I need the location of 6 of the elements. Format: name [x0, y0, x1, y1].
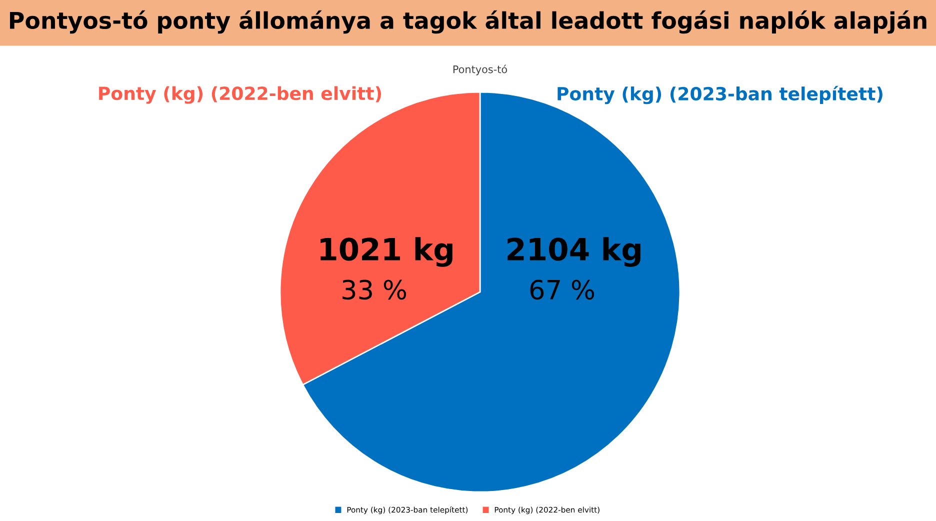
chart-subtitle: Pontyos-tó — [453, 64, 508, 76]
slice-label: Ponty (kg) (2023-ban telepített) — [558, 86, 882, 104]
slice-label: Ponty (kg) (2022-ben elvitt) — [99, 86, 382, 104]
chart-title: Pontyos-tó ponty állománya a tagok által leadott fogási naplók alapján — [10, 10, 926, 34]
data-label: 2104 kg 67 % — [507, 237, 640, 300]
data-label: 1021 kg 33 % — [320, 237, 452, 300]
